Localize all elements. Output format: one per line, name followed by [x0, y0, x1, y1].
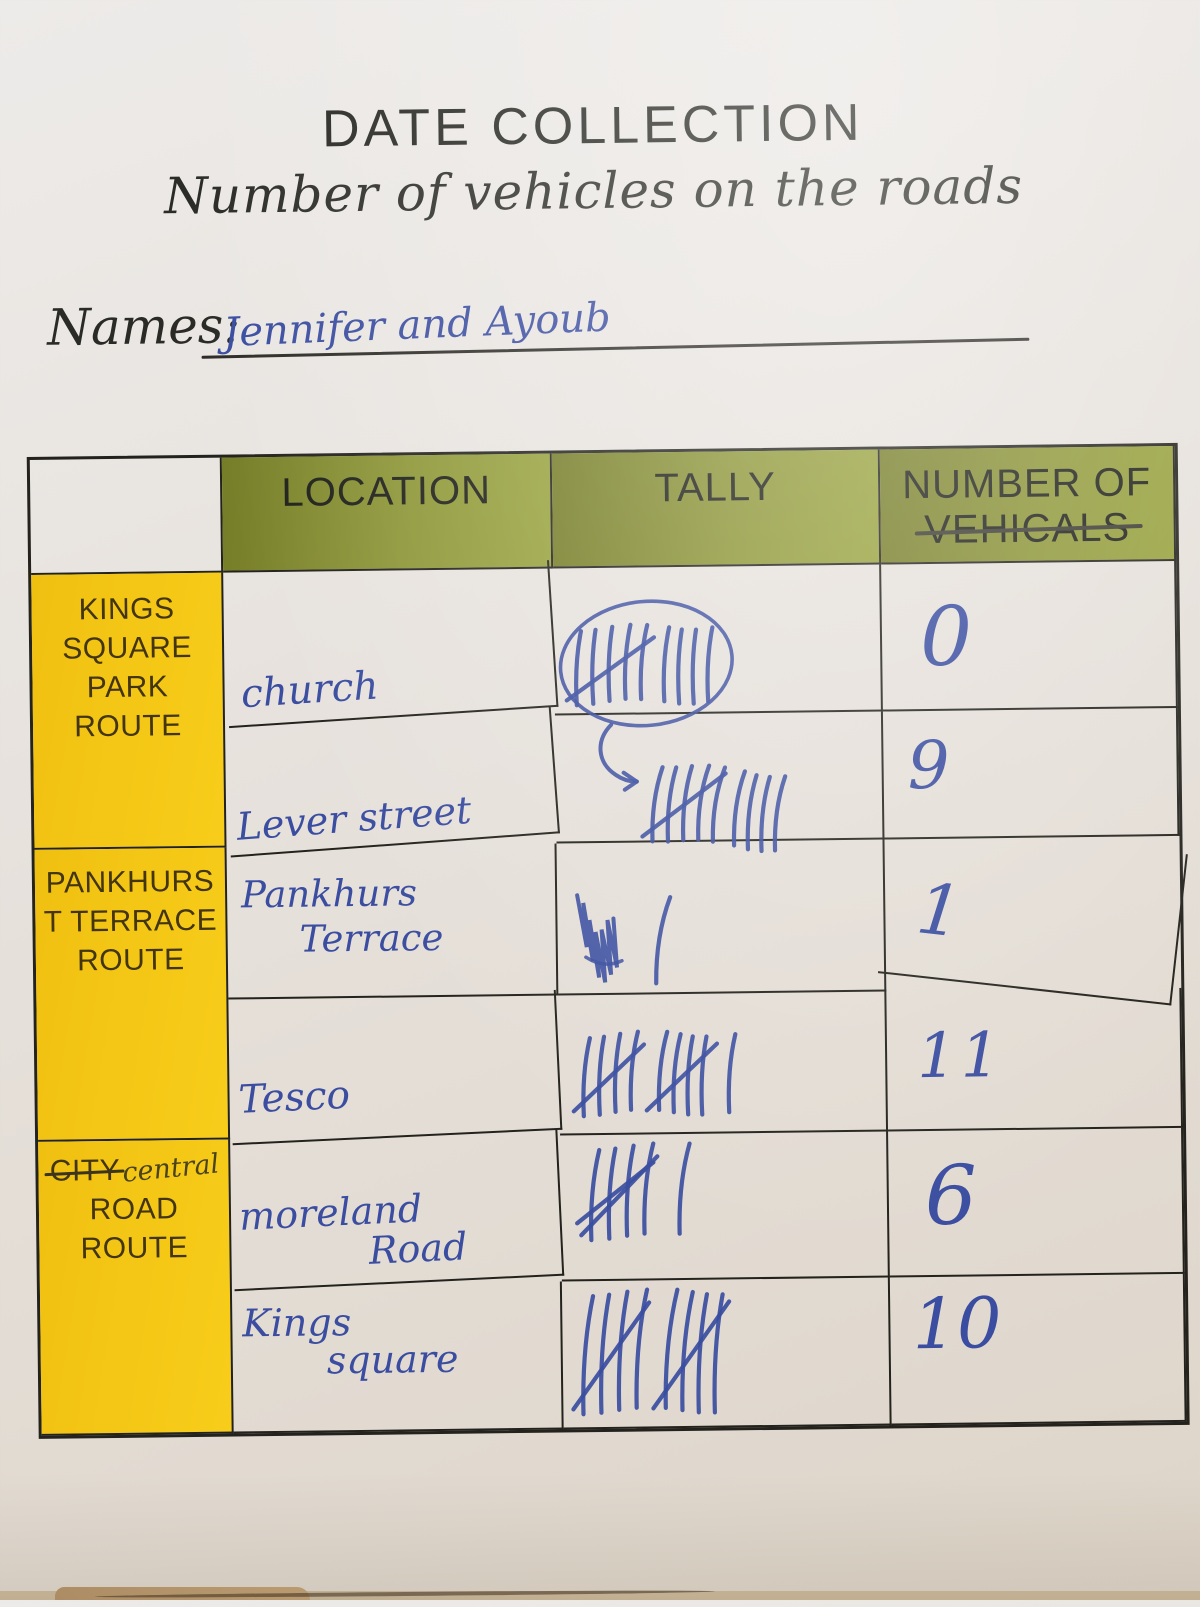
location-cell-pankhurs-terrace: Pankhurs Terrace: [226, 843, 559, 1000]
number-header-line2-wrap: VEHICALS: [914, 506, 1143, 554]
location-cell-kings-square: Kings square: [231, 1281, 564, 1434]
route-label-struck-city: CITY: [50, 1151, 121, 1191]
location-cell-church: church: [219, 560, 559, 729]
route-label-composite: CITYcentral ROAD ROUTE: [50, 1148, 221, 1434]
route-label-handwritten-central: central: [120, 1148, 221, 1189]
location-cell-tesco: Tesco: [226, 989, 563, 1146]
page-subtitle: Number of vehicles on the roads: [163, 156, 1024, 226]
location-cell-moreland-road: moreland Road: [227, 1129, 565, 1292]
location-text: Lever street: [235, 787, 473, 849]
location-text: church: [239, 663, 380, 718]
location-text: Tesco: [237, 1072, 351, 1123]
route-cell-kings-square-park: KINGS SQUARE PARK ROUTE: [31, 572, 227, 850]
tally-cell-lever-street: [554, 711, 885, 854]
tally-cell-pankhurs-terrace: [556, 839, 887, 996]
route-label: KINGS SQUARE PARK ROUTE: [62, 592, 193, 744]
number-header-line1: NUMBER OF: [901, 460, 1152, 508]
route-cell-central-road: CITYcentral ROAD ROUTE: [38, 1139, 234, 1436]
number-cell-lever-street: 9: [882, 707, 1180, 840]
tally-cell-moreland-road: [560, 1131, 890, 1282]
route-label-rest: ROAD ROUTE: [80, 1192, 189, 1266]
number-cell-pankhurs-terrace: 1: [877, 821, 1188, 1006]
location-cell-lever-street: Lever street: [221, 705, 560, 858]
tally-cell-church: [553, 564, 883, 728]
header-cell-number: NUMBER OF VEHICALS: [879, 445, 1177, 565]
route-cell-pankhurst-terrace: PANKHURS T TERRACE ROUTE: [34, 847, 231, 1142]
number-cell-church: 0: [881, 560, 1178, 712]
number-cell-kings-square: 10: [889, 1273, 1187, 1426]
names-label: Names:: [46, 296, 241, 357]
location-text-line2: Road: [367, 1224, 469, 1273]
page-title: DATE COLLECTION: [321, 93, 864, 159]
tally-table: LOCATION TALLY NUMBER OF VEHICALS KINGS …: [26, 442, 1190, 1439]
header-cell-blank: [29, 457, 224, 575]
tally-cell-tesco: [558, 991, 889, 1136]
location-text-line1: Pankhurs: [240, 871, 418, 917]
location-text-line2: Terrace: [299, 915, 444, 961]
tally-cell-kings-square: [561, 1277, 892, 1430]
desk-surface: [0, 1591, 1200, 1600]
number-cell-tesco: 11: [886, 987, 1184, 1132]
header-cell-tally: TALLY: [551, 449, 882, 569]
number-cell-moreland-road: 6: [888, 1127, 1185, 1278]
route-label: PANKHURS T TERRACE ROUTE: [43, 864, 218, 978]
location-text-line2: square: [326, 1336, 459, 1383]
header-cell-location: LOCATION: [221, 453, 554, 573]
names-handwritten-value: Jennifer and Ayoub: [222, 294, 612, 356]
location-header-label: LOCATION: [281, 468, 492, 515]
tally-header-label: TALLY: [654, 464, 777, 511]
